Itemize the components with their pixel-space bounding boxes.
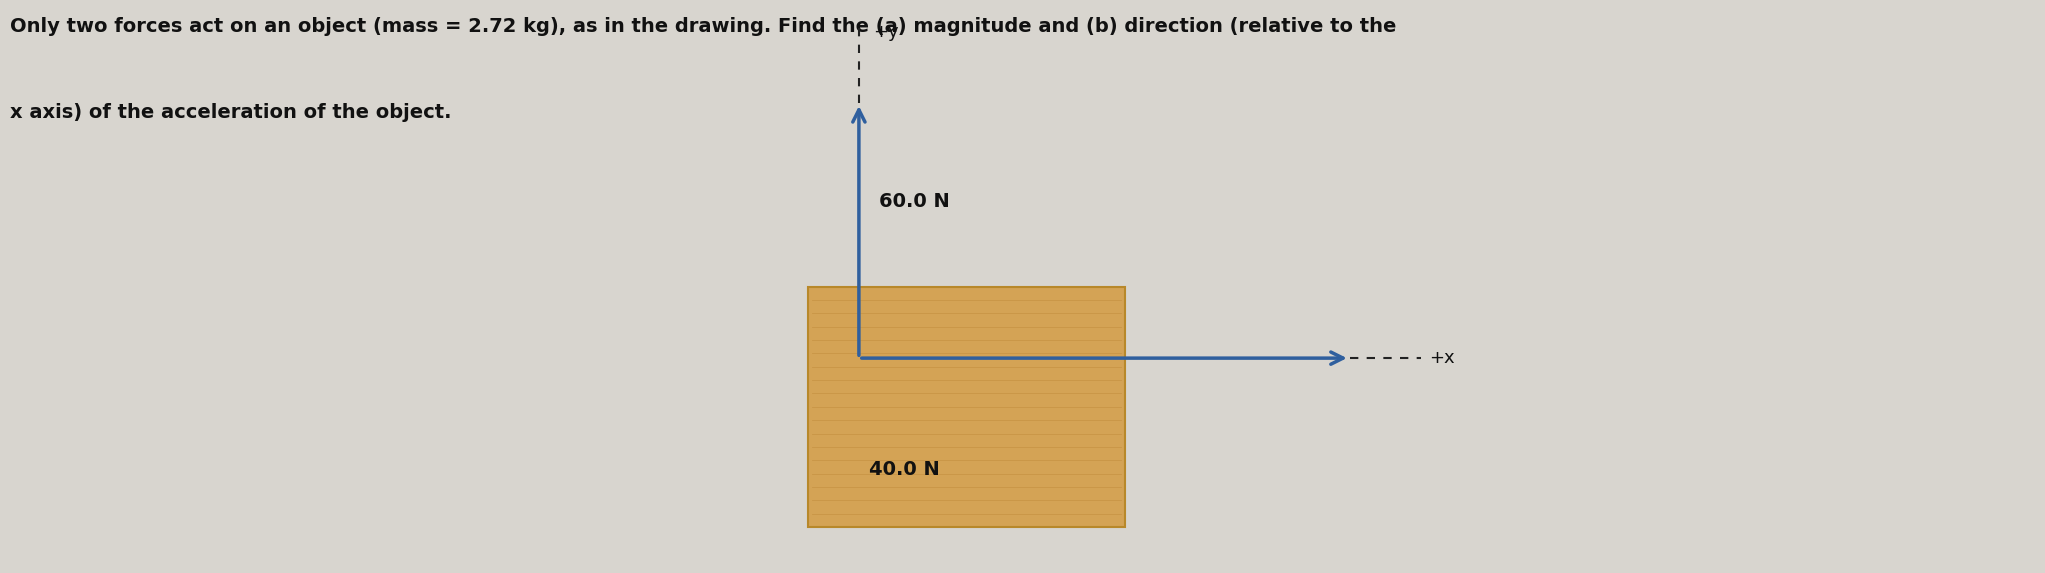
Text: +x: +x — [1429, 349, 1456, 367]
Bar — [808, 286, 1125, 527]
Text: +y: +y — [873, 23, 900, 41]
Text: 60.0 N: 60.0 N — [879, 193, 951, 211]
Text: 40.0 N: 40.0 N — [869, 460, 941, 480]
Text: x axis) of the acceleration of the object.: x axis) of the acceleration of the objec… — [10, 103, 452, 122]
Text: Only two forces act on an object (mass = 2.72 kg), as in the drawing. Find the (: Only two forces act on an object (mass =… — [10, 17, 1397, 36]
